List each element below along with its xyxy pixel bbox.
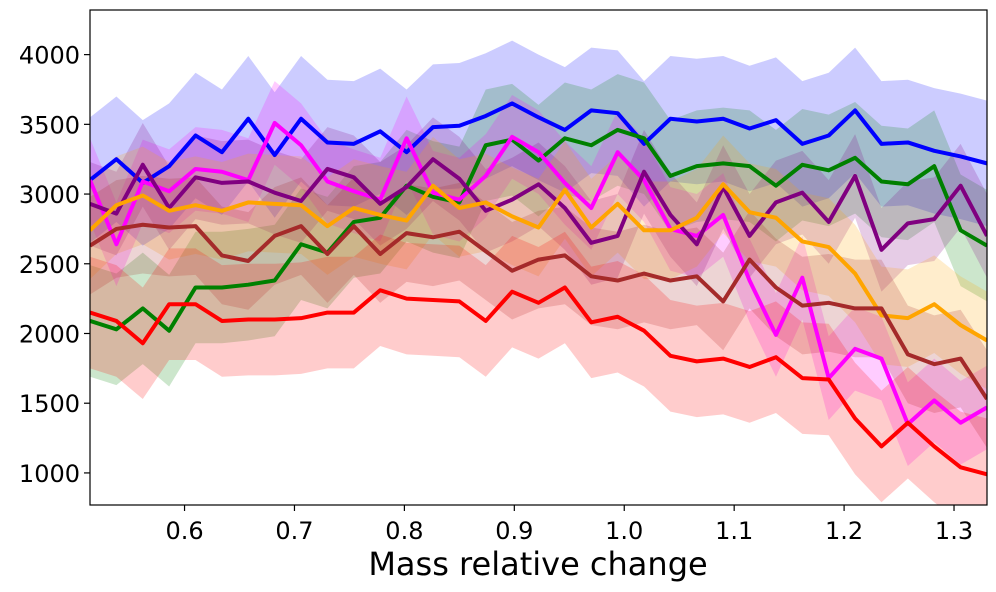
error-band [90,135,987,390]
y-tick-label: 1500 [19,390,80,418]
axes-frame [89,9,988,506]
x-tick-label: 0.8 [385,517,423,545]
line-series [90,182,987,343]
plot-area [90,40,987,505]
y-tick-label: 4000 [19,42,80,70]
line-series [90,222,987,401]
error-band [90,74,987,387]
line-series [90,127,987,333]
x-tick-label: 1.2 [825,517,863,545]
x-tick-label: 1.1 [715,517,753,545]
x-tick-label: 0.7 [275,517,313,545]
y-tick-label: 2500 [19,251,80,279]
y-tick-label: 3500 [19,111,80,139]
y-tick-label: 2000 [19,320,80,348]
x-tick-label: 0.6 [165,517,203,545]
y-tick-label: 1000 [19,460,80,488]
x-tick-label: 1.3 [935,517,973,545]
y-tick-label: 3000 [19,181,80,209]
line-series [90,120,987,427]
error-band [90,175,987,448]
x-tick-label: 0.9 [495,517,533,545]
x-axis-label: Mass relative change [368,545,707,583]
line-series [90,285,987,477]
line-series [90,157,987,252]
line-series [90,101,987,185]
error-band [90,40,987,246]
x-tick-label: 1.0 [605,517,643,545]
error-band [90,231,987,505]
error-band [90,81,987,466]
